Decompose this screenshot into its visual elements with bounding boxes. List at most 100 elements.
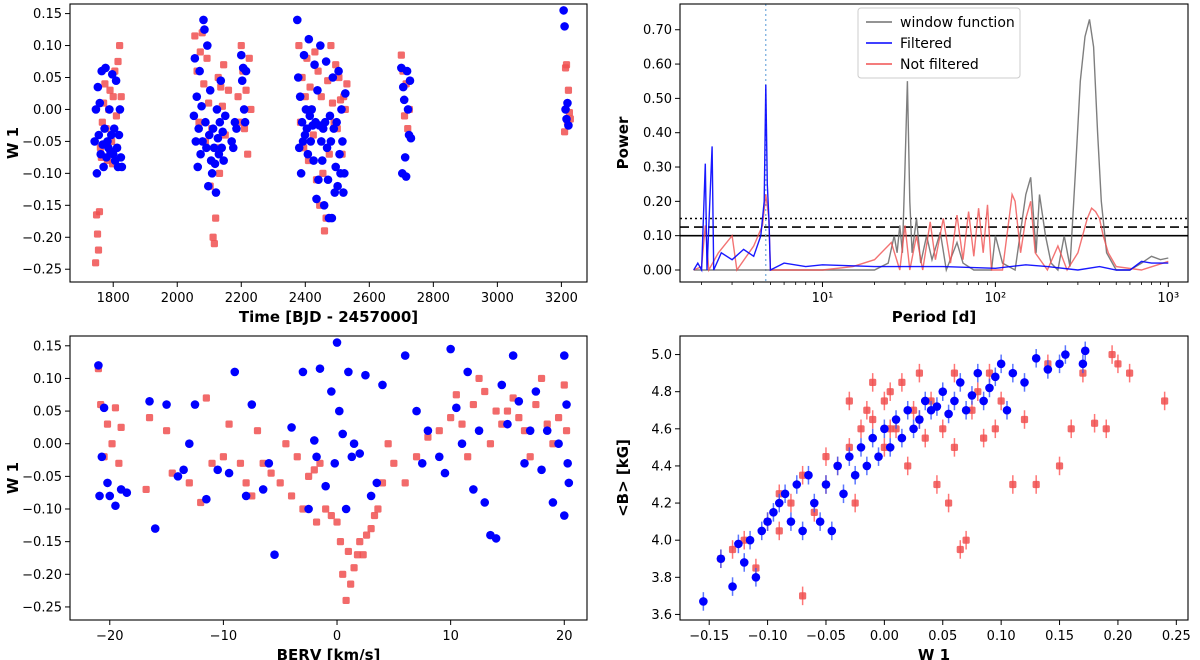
data-point-square (400, 112, 409, 120)
data-point-circle (327, 213, 337, 223)
data-point-circle (751, 573, 761, 582)
data-point-square (95, 208, 104, 216)
plot-area (699, 341, 1169, 611)
data-point-square (145, 414, 154, 422)
data-point-square (344, 547, 352, 556)
data-point-square (728, 545, 737, 554)
series-red (92, 29, 574, 267)
data-point-square (245, 54, 253, 62)
data-point-square (219, 453, 227, 461)
data-point-circle (196, 149, 205, 159)
data-point-square (787, 499, 795, 507)
y-tick-label: 4.2 (651, 497, 672, 512)
data-point-square (464, 453, 472, 461)
data-point-circle (716, 554, 726, 564)
data-point-circle (868, 433, 877, 443)
legend-box (857, 7, 1021, 79)
data-point-circle (366, 491, 376, 501)
data-point-square (362, 531, 371, 539)
data-point-circle (412, 406, 421, 416)
x-tick-label: 0.05 (928, 629, 957, 644)
data-point-circle (880, 424, 889, 434)
data-point-circle (525, 426, 535, 435)
series-line-window-function (693, 19, 1169, 273)
data-point-circle (264, 459, 274, 468)
data-point-circle (241, 491, 251, 501)
data-point-circle (564, 478, 574, 488)
y-tick-label: 0.00 (33, 437, 62, 452)
data-point-square (560, 381, 568, 389)
y-axis-label: W 1 (4, 462, 22, 494)
data-point-square (532, 400, 540, 409)
data-point-square (92, 259, 100, 267)
y-tick-label: −0.25 (22, 600, 62, 615)
data-point-square (101, 80, 109, 88)
data-point-square (224, 86, 233, 94)
data-point-circle (322, 143, 332, 153)
data-point-circle (95, 98, 105, 108)
y-tick-label: 4.8 (651, 385, 672, 400)
data-point-circle (792, 480, 802, 489)
y-tick-label: 3.6 (651, 608, 672, 623)
data-point-circle (398, 82, 408, 92)
data-point-circle (323, 175, 333, 185)
data-point-circle (1078, 359, 1088, 369)
data-point-circle (423, 426, 433, 435)
y-tick-label: 0.60 (643, 58, 672, 73)
x-axis-label: Time [BJD - 2457000] (239, 308, 418, 326)
data-point-square (247, 105, 255, 114)
data-point-circle (105, 105, 114, 114)
data-point-circle (205, 85, 215, 95)
data-point-circle (334, 66, 343, 76)
data-point-circle (480, 498, 490, 507)
x-tick-label: 2000 (161, 291, 194, 306)
plot-area (94, 338, 574, 605)
data-point-circle (564, 121, 573, 130)
data-point-circle (199, 15, 208, 25)
data-point-circle (434, 452, 444, 462)
data-point-square (1126, 369, 1134, 377)
data-point-square (347, 580, 355, 588)
data-point-square (209, 233, 217, 241)
data-point-circle (296, 169, 306, 178)
data-point-circle (786, 517, 796, 526)
data-point-circle (1061, 350, 1070, 359)
data-point-circle (457, 439, 467, 449)
data-point-square (191, 32, 199, 40)
data-point-circle (344, 367, 353, 377)
data-point-circle (204, 130, 214, 140)
data-point-circle (312, 452, 321, 462)
data-point-circle (856, 443, 866, 452)
y-axis-label: W 1 (4, 127, 22, 159)
data-point-square (869, 415, 877, 424)
y-tick-label: 0.10 (33, 39, 62, 54)
data-point-circle (562, 400, 571, 409)
data-point-circle (94, 361, 103, 370)
x-tick-label: 10³ (1157, 291, 1179, 306)
data-point-square (950, 443, 959, 451)
data-point-square (93, 230, 102, 238)
data-point-circle (203, 41, 212, 50)
data-point-square (880, 397, 888, 405)
data-point-square (997, 397, 1005, 405)
x-tick-label: 0.20 (1103, 629, 1132, 644)
data-point-circle (332, 117, 341, 127)
y-tick-label: 0.10 (643, 229, 672, 244)
data-point-circle (474, 426, 484, 435)
data-point-circle (293, 73, 303, 82)
data-point-circle (399, 95, 409, 105)
data-point-circle (200, 25, 209, 34)
data-point-circle (400, 153, 410, 162)
panel-w1-vs-berv: −0.25 −0.20 −0.15 −0.10 −0.05 0.00 0.05 0.10 0.1… (4, 335, 588, 660)
x-tick-label: 3000 (481, 291, 514, 306)
data-point-circle (111, 501, 120, 511)
data-point-circle (203, 181, 213, 191)
data-point-circle (193, 162, 203, 172)
data-point-circle (1020, 378, 1029, 387)
data-point-square (898, 378, 906, 387)
data-point-circle (349, 439, 359, 449)
x-axis-label: BERV [km/s] (277, 646, 381, 660)
x-tick-label: 10 (442, 629, 459, 644)
x-tick-label: −10 (210, 629, 237, 644)
